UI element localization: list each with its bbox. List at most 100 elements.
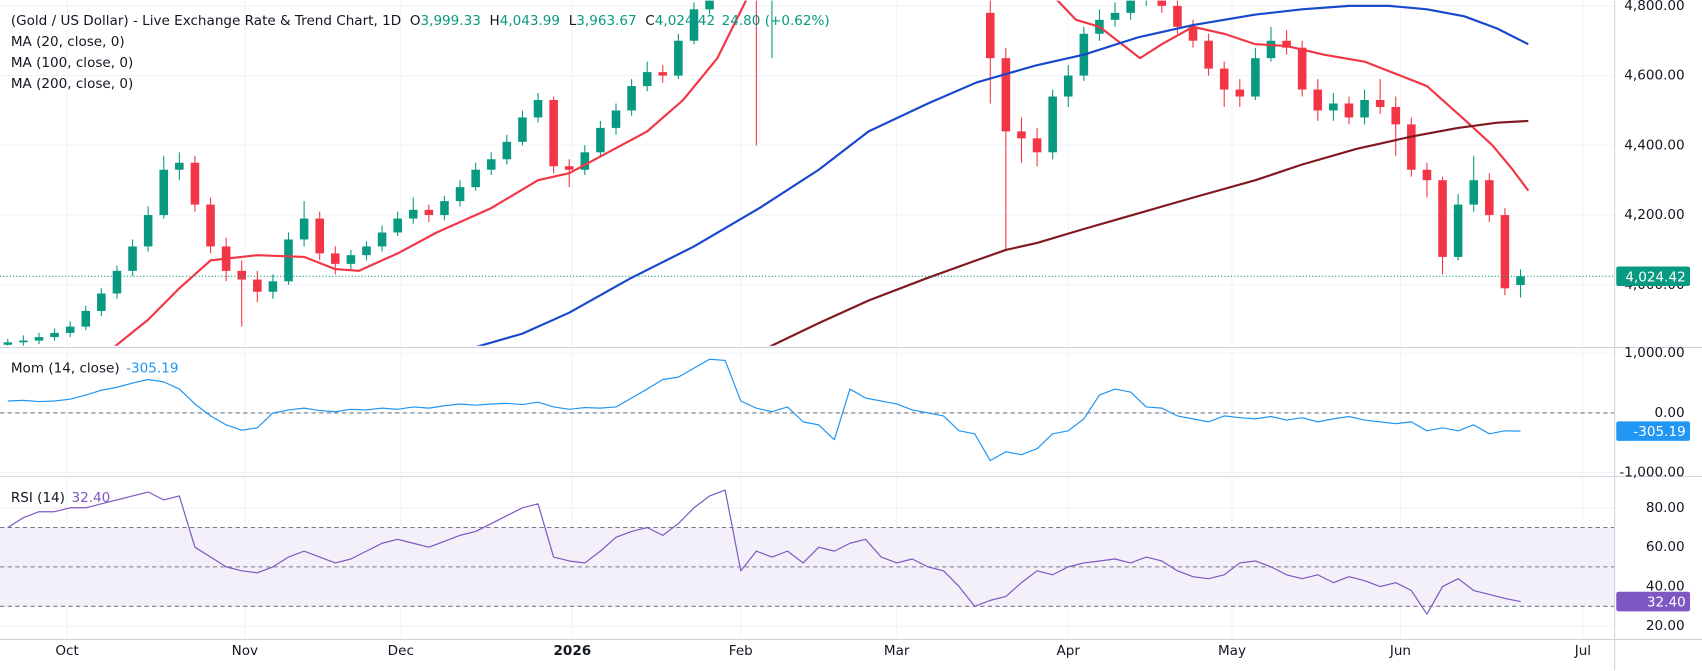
candle-body <box>1485 180 1494 216</box>
y-tick-label: 4,600.00 <box>1624 68 1684 84</box>
candle-body <box>1282 40 1291 48</box>
indicator-line <box>7 358 1521 462</box>
candle-body <box>253 279 262 292</box>
ohlc-key: C <box>645 13 654 29</box>
indicator-title: Mom (14, close) <box>11 361 120 377</box>
candle-body <box>1235 89 1245 97</box>
momentum-pane <box>0 349 1615 475</box>
candle-body <box>502 141 512 160</box>
last-value-label: -305.19 <box>1633 424 1685 440</box>
candle-body <box>705 0 714 10</box>
candle-body <box>1313 89 1323 111</box>
ohlc-value: 3,999.33 <box>421 13 481 29</box>
last-value-tag <box>1616 591 1691 612</box>
ohlc-key: O <box>410 13 421 29</box>
y-tick-label: -1,000.00 <box>1619 465 1684 481</box>
ohlc-key: H <box>490 13 500 29</box>
candle-body <box>377 232 387 247</box>
moving-average <box>476 4 1529 346</box>
candle-body <box>1344 103 1354 118</box>
candle-body <box>1048 96 1057 153</box>
candle-body <box>50 332 59 338</box>
candle-body <box>346 255 356 264</box>
candle-body <box>1407 124 1416 170</box>
candle-body <box>1251 58 1260 97</box>
candle-body <box>1204 40 1213 69</box>
legend-header: (Gold / US Dollar) - Live Exchange Rate … <box>11 13 830 29</box>
candle-body <box>1219 68 1229 90</box>
x-tick-label: Jul <box>1574 643 1591 659</box>
candle-body <box>128 246 137 271</box>
indicator-legend: MA (20, close, 0) <box>11 34 125 50</box>
candle-body <box>1391 106 1401 125</box>
y-tick-label: 1,000.00 <box>1624 345 1684 361</box>
candle-body <box>237 270 247 280</box>
indicator-legend: Mom (14, close) -305.19 <box>11 361 179 377</box>
candle-body <box>424 209 434 216</box>
y-tick-label: 0.00 <box>1654 405 1684 421</box>
candle-body <box>97 293 106 311</box>
candle-body <box>1266 40 1276 59</box>
indicator-title: RSI (14) <box>11 490 65 506</box>
candle-body <box>393 218 402 233</box>
last-value-tag <box>1616 421 1691 441</box>
candle-body <box>19 340 28 343</box>
indicator-legend: MA (200, close, 0) <box>11 76 133 92</box>
y-tick-label: 4,200.00 <box>1624 207 1684 223</box>
candle-body <box>549 100 558 167</box>
candle-body <box>1126 0 1135 13</box>
candle-body <box>486 159 496 170</box>
candle-body <box>518 117 527 142</box>
candle-body <box>1360 100 1369 118</box>
x-tick-label: 2026 <box>553 643 591 659</box>
candle-body <box>674 40 683 76</box>
candle-body <box>143 215 153 247</box>
candle-body <box>284 239 293 282</box>
candle-body <box>190 162 200 205</box>
candle-body <box>440 201 449 216</box>
candle-body <box>1110 12 1120 20</box>
candle-body <box>3 342 13 345</box>
candle-body <box>627 86 636 111</box>
candle-body <box>1188 26 1198 41</box>
candle-body <box>596 127 605 153</box>
candle-body <box>206 204 215 247</box>
ohlc-value: 3,963.67 <box>576 13 636 29</box>
candle-body <box>112 270 122 294</box>
chart-title: (Gold / US Dollar) - Live Exchange Rate … <box>11 13 401 29</box>
candle-body <box>1453 204 1463 257</box>
x-tick-label: Mar <box>884 643 910 659</box>
candle-body <box>175 162 184 170</box>
candle-body <box>1157 0 1167 6</box>
y-tick-label: 20.00 <box>1646 618 1685 634</box>
candle-body <box>1032 138 1042 153</box>
indicator-value: -305.19 <box>126 361 178 377</box>
candle-body <box>1297 47 1307 90</box>
candle-body <box>1017 131 1026 139</box>
ohlc-value: 4,024.42 <box>655 13 715 29</box>
price-pane <box>0 0 1615 346</box>
x-tick-label: Feb <box>729 643 753 659</box>
x-tick-label: Jun <box>1389 643 1411 659</box>
indicator-line <box>7 489 1521 615</box>
indicator-legend: RSI (14) 32.40 <box>11 490 110 506</box>
y-tick-label: 80.00 <box>1646 500 1685 516</box>
candle-body <box>1329 103 1338 111</box>
candle-body <box>689 9 699 41</box>
candle-body <box>408 209 418 219</box>
candle-body <box>299 218 309 240</box>
rsi-pane <box>0 478 1615 638</box>
candle-body <box>1063 75 1073 97</box>
x-tick-label: Apr <box>1057 643 1081 659</box>
candle-body <box>658 72 668 76</box>
candle-body <box>81 310 91 327</box>
candle-body <box>642 72 652 87</box>
candle-body <box>268 281 278 292</box>
last-value-label: 32.40 <box>1647 595 1686 611</box>
indicator-legend: MA (100, close, 0) <box>11 55 133 71</box>
last-price-label: 4,024.42 <box>1625 269 1685 285</box>
labels: 4,000.004,200.004,400.004,600.004,800.00… <box>11 0 1691 659</box>
candle-body <box>331 253 340 264</box>
